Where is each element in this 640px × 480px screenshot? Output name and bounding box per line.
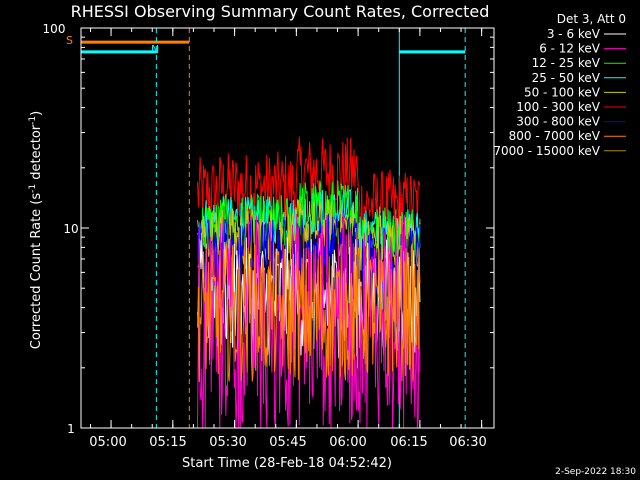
legend-label: 100 - 300 keV [516,100,600,114]
legend-label: 800 - 7000 keV [509,129,601,143]
y-tick-label-100: 100 [43,22,66,36]
night-flag-label: N [151,43,159,56]
x-tick-label-0630: 06:30 [449,435,486,450]
footer-date: 2-Sep-2022 18:30 [555,467,636,477]
x-tick-labels: 05:00 05:15 05:30 05:45 06:00 06:15 06:3… [89,435,486,450]
saa-flag-label: S [66,34,73,47]
y-axis-label-end: ) [29,111,44,116]
legend-label: 25 - 50 keV [532,71,601,85]
legend-label: 50 - 100 keV [524,85,601,99]
legend-label: 6 - 12 keV [539,42,601,56]
legend-label: 3 - 6 keV [547,27,601,41]
y-axis-label-sup1: -1 [28,184,38,193]
x-tick-label-0615: 06:15 [390,435,427,450]
plot-content [80,28,466,429]
x-tick-label-0530: 05:30 [209,435,246,450]
legend-label: 300 - 800 keV [516,115,600,129]
x-tick-label-0545: 05:45 [269,435,306,450]
y-tick-label-1: 1 [67,422,75,436]
legend-label: 12 - 25 keV [532,56,601,70]
x-tick-label-0500: 05:00 [89,435,126,450]
y-axis-label-mid: detector [29,124,44,184]
x-axis-label: Start Time (28-Feb-18 04:52:42) [182,456,392,471]
legend-header: Det 3, Att 0 [557,12,626,26]
y-axis-label-main: Corrected Count Rate (s [29,193,44,350]
axis-ticks [81,27,494,429]
y-axis-label-sup2: -1 [28,116,38,125]
x-tick-label-0515: 05:15 [149,435,186,450]
chart-title: RHESSI Observing Summary Count Rates, Co… [71,2,490,21]
series-line [197,242,421,382]
series-line [197,211,421,429]
y-tick-label-10: 10 [63,222,78,236]
y-axis-label: Corrected Count Rate (s-1 detector-1) [28,111,44,349]
legend-label: 7000 - 15000 keV [493,144,600,158]
x-tick-label-0600: 06:00 [329,435,366,450]
